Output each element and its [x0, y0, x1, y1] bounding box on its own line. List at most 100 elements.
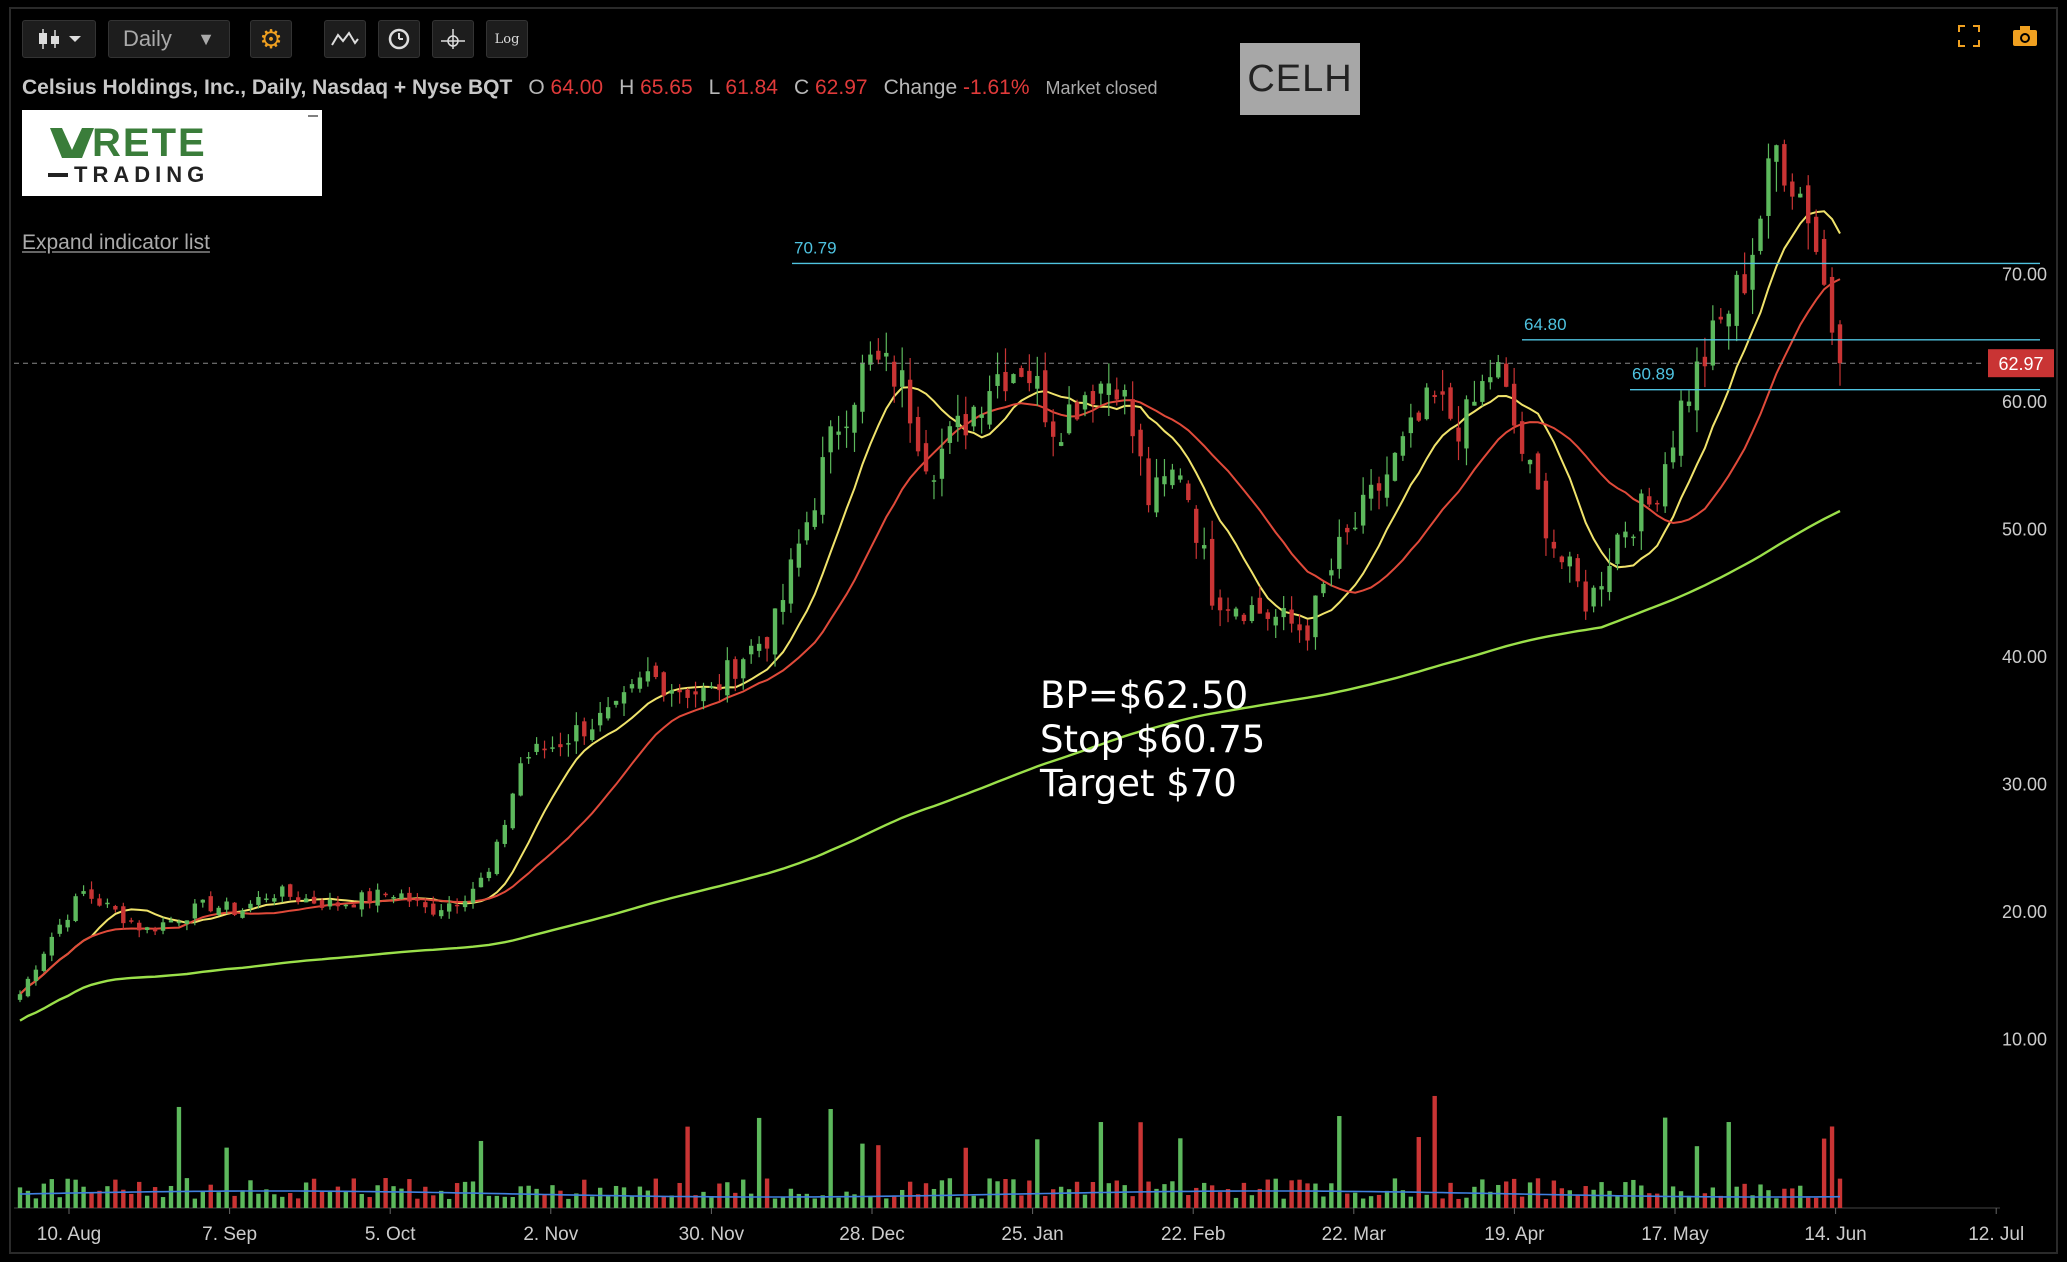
candle-body	[542, 748, 547, 751]
volume-bar	[685, 1126, 690, 1208]
volume-bar	[1376, 1194, 1382, 1208]
candle-body	[1321, 583, 1326, 594]
candle-body	[1694, 361, 1700, 411]
interval-select[interactable]: Daily ▼	[108, 20, 230, 58]
candle-body	[129, 920, 134, 922]
expand-indicator-list[interactable]: Expand indicator list	[22, 231, 210, 254]
candle-body	[359, 892, 364, 910]
candle-body	[1472, 401, 1477, 406]
candle-body	[1241, 614, 1247, 622]
candle-body	[907, 379, 913, 424]
volume-bar	[1504, 1181, 1509, 1208]
volume-bar	[963, 1147, 968, 1208]
volume-bar	[272, 1194, 277, 1208]
volume-bar	[240, 1190, 245, 1208]
candle-body	[1543, 480, 1549, 539]
candle-body	[391, 897, 396, 899]
volume-bar	[526, 1185, 531, 1208]
candle-body	[534, 743, 539, 752]
volume-bar	[295, 1198, 301, 1208]
log-scale-button[interactable]: Log	[486, 20, 528, 58]
candle-body	[701, 687, 706, 702]
volume-bar	[1194, 1187, 1199, 1208]
volume-bar	[415, 1198, 420, 1208]
candle-body	[73, 896, 78, 921]
volume-bar	[216, 1192, 221, 1208]
chart-style-button[interactable]	[22, 20, 96, 58]
svg-text:TRADING: TRADING	[74, 162, 209, 187]
candle-body	[566, 743, 571, 745]
candle-body	[1257, 597, 1263, 614]
candle-body	[1599, 586, 1604, 590]
candle-body	[1615, 534, 1620, 564]
volume-bar	[359, 1193, 364, 1208]
candle-body	[1074, 402, 1080, 420]
y-tick-label: 50.00	[2002, 520, 2047, 540]
candle-body	[733, 659, 738, 679]
candle-body	[685, 689, 690, 698]
candle-body	[1138, 429, 1143, 457]
volume-bar	[168, 1185, 174, 1208]
volume-average-line	[19, 1190, 1841, 1198]
volume-bar	[693, 1195, 698, 1208]
volume-bar	[232, 1195, 237, 1208]
ohlc-low: L 61.84	[708, 76, 778, 99]
candle-body	[478, 877, 484, 888]
candle-body	[1678, 400, 1684, 456]
symbol-info-row: Celsius Holdings, Inc., Daily, Nasdaq + …	[22, 76, 1158, 100]
volume-bar	[597, 1187, 603, 1208]
candle-body	[741, 659, 746, 679]
candle-body	[1670, 447, 1676, 463]
volume-bar	[192, 1198, 198, 1208]
candle-body	[89, 889, 94, 899]
clock-button[interactable]	[378, 20, 420, 58]
candle-body	[264, 898, 269, 900]
candle-body	[1440, 391, 1445, 395]
candle-body	[860, 362, 865, 412]
candle-body	[1058, 442, 1064, 446]
volume-bar	[518, 1186, 523, 1208]
x-tick-label: 14. Jun	[1804, 1224, 1866, 1245]
volume-bar	[1519, 1196, 1525, 1208]
candle-body	[176, 921, 182, 924]
candle-body	[295, 897, 301, 902]
fullscreen-icon[interactable]	[1957, 24, 1981, 48]
volume-bar	[502, 1196, 507, 1208]
candle-body	[462, 901, 468, 908]
candle-body	[1313, 595, 1318, 638]
candle-body	[431, 903, 436, 915]
volume-bar	[1631, 1179, 1636, 1208]
volume-bar	[1694, 1146, 1700, 1208]
candle-body	[1639, 493, 1644, 532]
candle-body	[669, 690, 674, 694]
candle-body	[1376, 483, 1382, 491]
candle-body	[208, 896, 213, 912]
volume-bar	[701, 1191, 706, 1208]
candle-body	[510, 793, 515, 829]
candle-body	[248, 903, 253, 909]
candle-body	[1233, 608, 1239, 617]
candle-body	[1647, 496, 1652, 505]
candle-body	[470, 888, 476, 903]
candle-body	[1496, 362, 1501, 378]
x-tick-label: 30. Nov	[679, 1224, 745, 1245]
settings-button[interactable]: ⚙	[250, 20, 292, 58]
volume-bar	[812, 1198, 817, 1208]
volume-bar	[756, 1117, 762, 1208]
indicators-button[interactable]	[324, 20, 366, 58]
y-tick-label: 20.00	[2002, 902, 2047, 922]
camera-icon[interactable]	[2011, 24, 2039, 48]
log-label: Log	[494, 31, 520, 47]
candle-body	[1186, 483, 1191, 501]
crosshair-button[interactable]	[432, 20, 474, 58]
candle-body	[764, 637, 770, 649]
candle-body	[1408, 417, 1414, 434]
volume-bar	[446, 1198, 452, 1208]
candle-body	[280, 886, 285, 897]
candle-body	[439, 910, 444, 917]
candle-body	[1337, 536, 1342, 569]
volume-bar	[33, 1198, 39, 1208]
candle-body	[97, 898, 102, 906]
candle-body	[152, 928, 158, 932]
